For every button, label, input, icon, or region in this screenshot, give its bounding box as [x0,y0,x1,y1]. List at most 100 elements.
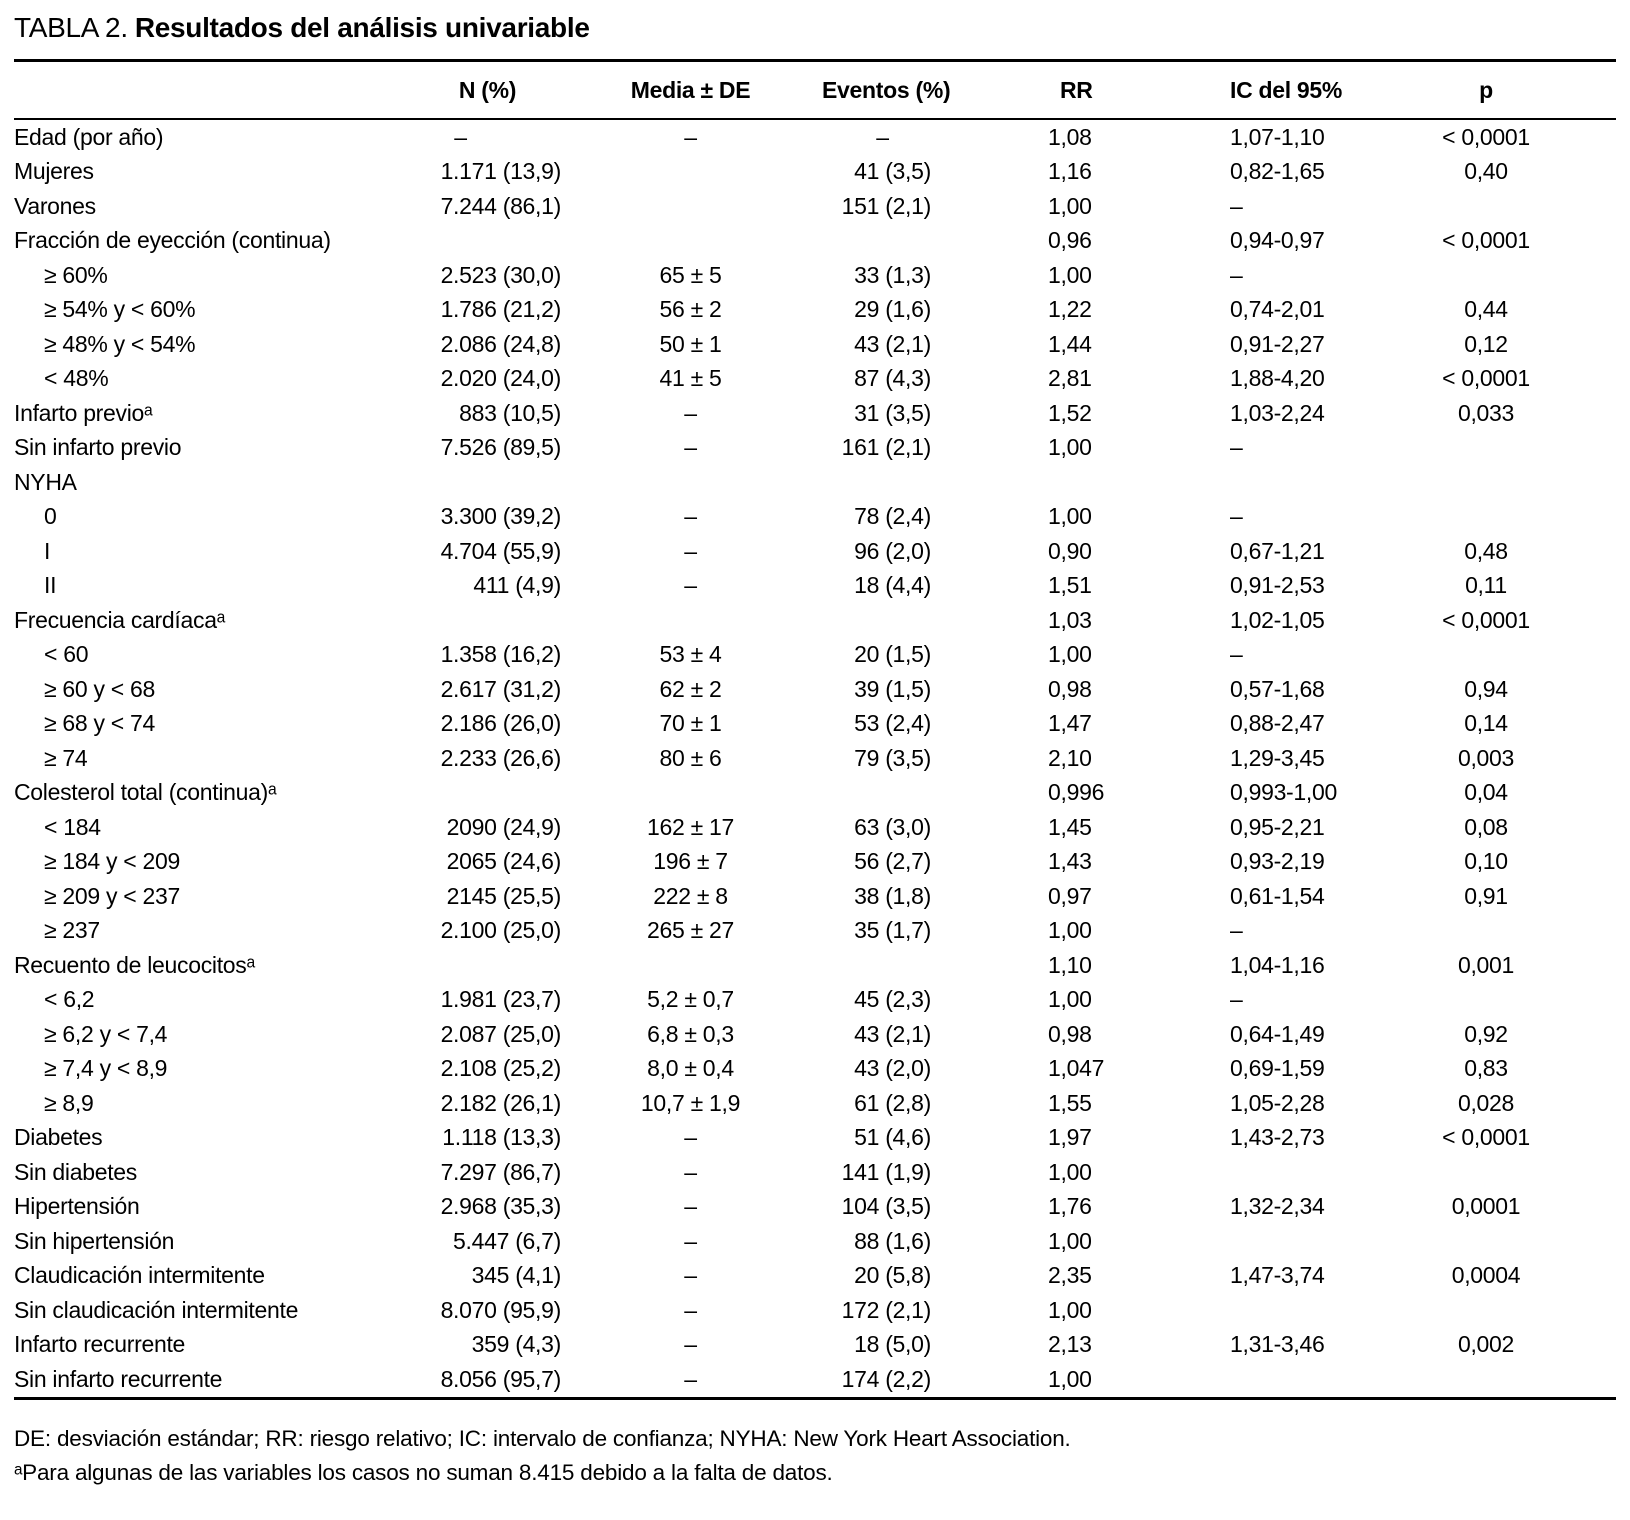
cell-rr: 1,00 [1048,261,1092,288]
row-label: Edad (por año) [14,123,164,150]
cell-p: 0,04 [1464,779,1508,806]
cell-n [360,948,561,983]
cell-media: – [684,1124,697,1151]
cell-media: 10,7 ± 1,9 [640,1089,741,1116]
row-label: < 48% [44,365,109,392]
cell-rr: 1,03 [1048,606,1092,633]
table-row: 0 3.300 (39,2) – 78 (2,4) 1,00 – [14,500,1616,535]
cell-rr: 1,22 [1048,296,1092,323]
cell-n: 411 (4,9) [473,572,561,599]
cell-eventos: 45 (2,3) [854,986,931,1013]
cell-rr: 0,96 [1048,227,1092,254]
row-label: Sin infarto previo [14,434,182,461]
cell-n: 2.020 (24,0) [440,365,562,392]
table-row: Sin hipertensión 5.447 (6,7) – 88 (1,6) 1,00 [14,1224,1616,1259]
cell-eventos: – [876,123,889,150]
cell-p: 0,001 [1457,951,1515,978]
row-label: ≥ 7,4 y < 8,9 [44,1055,168,1082]
cell-n: 359 (4,3) [471,1331,562,1358]
row-label: Sin diabetes [14,1158,137,1185]
cell-ic: 0,57-1,68 [1230,675,1325,702]
cell-n [360,224,561,259]
footnote-missing-data: ᵃPara algunas de las variables los casos… [14,1459,833,1485]
cell-eventos: 43 (2,1) [854,330,931,357]
cell-ic: 0,74-2,01 [1230,296,1325,323]
cell-rr: 1,08 [1048,123,1092,150]
cell-media [561,155,820,190]
cell-eventos: 61 (2,8) [854,1089,931,1116]
table-row: Fracción de eyección (continua) 0,96 0,94-… [14,224,1616,259]
cell-media: 6,8 ± 0,3 [647,1020,734,1047]
cell-eventos: 172 (2,1) [841,1296,932,1323]
cell-rr: 1,45 [1048,813,1092,840]
column-header-p: p [1396,60,1616,120]
cell-n: 7.526 (89,5) [440,434,562,461]
cell-eventos: 29 (1,6) [854,296,931,323]
cell-eventos: 53 (2,4) [854,710,931,737]
row-label: < 184 [44,813,101,840]
cell-ic: 0,93-2,19 [1230,848,1325,875]
cell-rr: 2,81 [1048,365,1092,392]
cell-media: – [684,1296,697,1323]
cell-rr: 1,00 [1048,986,1092,1013]
row-label: < 60 [44,641,89,668]
cell-n: 2.086 (24,8) [440,330,562,357]
cell-media [561,948,820,983]
cell-p [1396,258,1616,293]
cell-p: 0,48 [1464,537,1508,564]
cell-eventos: 63 (3,0) [854,813,931,840]
cell-p: 0,14 [1464,710,1508,737]
cell-rr: 1,76 [1048,1193,1092,1220]
cell-rr: 0,97 [1048,882,1092,909]
cell-eventos: 56 (2,7) [854,848,931,875]
cell-n: 345 (4,1) [471,1262,562,1289]
cell-rr: 1,00 [1048,1227,1092,1254]
row-label: NYHA [14,468,77,495]
row-label: ≥ 184 y < 209 [44,848,180,875]
table-row: < 6,2 1.981 (23,7) 5,2 ± 0,7 45 (2,3) 1,00 – [14,983,1616,1018]
cell-ic [1106,465,1396,500]
column-header-ic: IC del 95% [1106,60,1396,120]
cell-ic: – [1230,986,1243,1013]
row-label: II [44,572,57,599]
table-row: ≥ 6,2 y < 7,4 2.087 (25,0) 6,8 ± 0,3 43 (2,… [14,1017,1616,1052]
table-row: Varones 7.244 (86,1) 151 (2,1) 1,00 – [14,189,1616,224]
cell-media [561,224,820,259]
table-row: ≥ 60 y < 68 2.617 (31,2) 62 ± 2 39 (1,5) 0,9… [14,672,1616,707]
cell-p: 0,91 [1464,882,1508,909]
cell-eventos: 87 (4,3) [854,365,931,392]
cell-eventos: 18 (5,0) [854,1331,931,1358]
cell-n: 2.523 (30,0) [440,261,562,288]
cell-media: – [684,1331,697,1358]
cell-ic: – [1230,503,1243,530]
cell-eventos [820,603,945,638]
cell-rr: 2,10 [1048,744,1092,771]
table-row: II 411 (4,9) – 18 (4,4) 1,51 0,91-2,53 0,11 [14,569,1616,604]
cell-ic: 0,94-0,97 [1230,227,1325,254]
table-row: ≥ 184 y < 209 2065 (24,6) 196 ± 7 56 (2,7) 1… [14,845,1616,880]
cell-media: 222 ± 8 [653,882,728,909]
cell-eventos: 33 (1,3) [854,261,931,288]
row-label: ≥ 60% [44,261,108,288]
row-label: ≥ 54% y < 60% [44,296,196,323]
cell-p [1396,431,1616,466]
cell-p: 0,033 [1457,399,1515,426]
cell-rr: 0,996 [1048,779,1105,806]
cell-n: 2.968 (35,3) [440,1193,562,1220]
table-row: Infarto recurrente 359 (4,3) – 18 (5,0) 2,13… [14,1328,1616,1363]
cell-ic [1106,1155,1396,1190]
table-row: < 184 2090 (24,9) 162 ± 17 63 (3,0) 1,45 0,95… [14,810,1616,845]
table-row: ≥ 7,4 y < 8,9 2.108 (25,2) 8,0 ± 0,4 43 (2,… [14,1052,1616,1087]
table-row: Frecuencia cardíacaᵃ 1,03 1,02-1,05 < 0,000… [14,603,1616,638]
cell-ic: 1,03-2,24 [1230,399,1325,426]
cell-p [1396,189,1616,224]
cell-p: < 0,0001 [1442,1124,1530,1151]
cell-ic: 0,95-2,21 [1230,813,1325,840]
cell-p [1396,914,1616,949]
cell-p: 0,10 [1464,848,1508,875]
cell-p [1396,638,1616,673]
table-row: Recuento de leucocitosᵃ 1,10 1,04-1,16 0,00… [14,948,1616,983]
row-label: Hipertensión [14,1193,140,1220]
cell-p: < 0,0001 [1442,123,1530,150]
cell-eventos: 96 (2,0) [854,537,931,564]
